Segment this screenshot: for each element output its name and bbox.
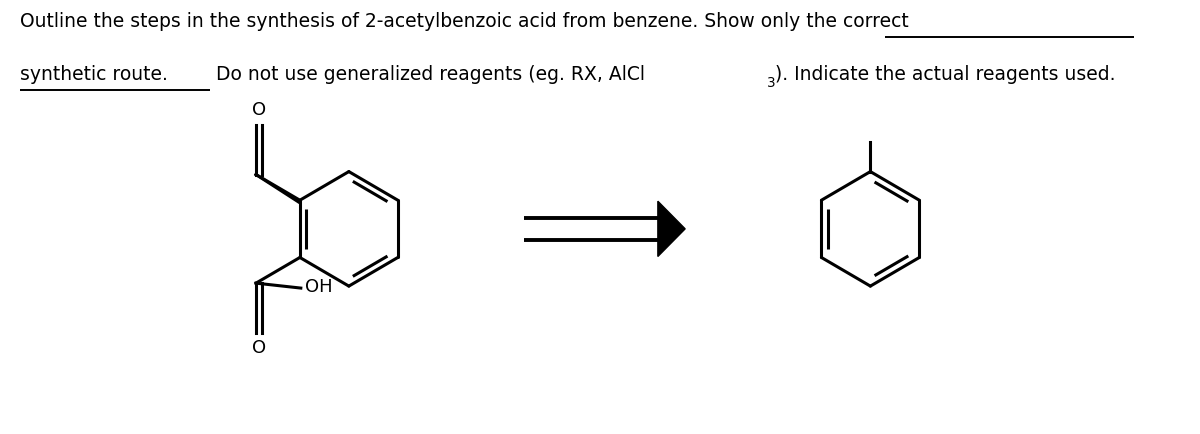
Text: synthetic route.: synthetic route. — [20, 65, 168, 84]
Text: 3: 3 — [767, 76, 775, 90]
Polygon shape — [658, 201, 685, 256]
Text: O: O — [252, 101, 266, 119]
Text: ). Indicate the actual reagents used.: ). Indicate the actual reagents used. — [775, 65, 1116, 84]
Text: Outline the steps in the synthesis of 2-acetylbenzoic acid from benzene. Show on: Outline the steps in the synthesis of 2-… — [20, 13, 910, 31]
Text: OH: OH — [305, 278, 332, 296]
Text: Do not use generalized reagents (eg. RX, AlCl: Do not use generalized reagents (eg. RX,… — [210, 65, 644, 84]
Text: O: O — [252, 339, 266, 358]
